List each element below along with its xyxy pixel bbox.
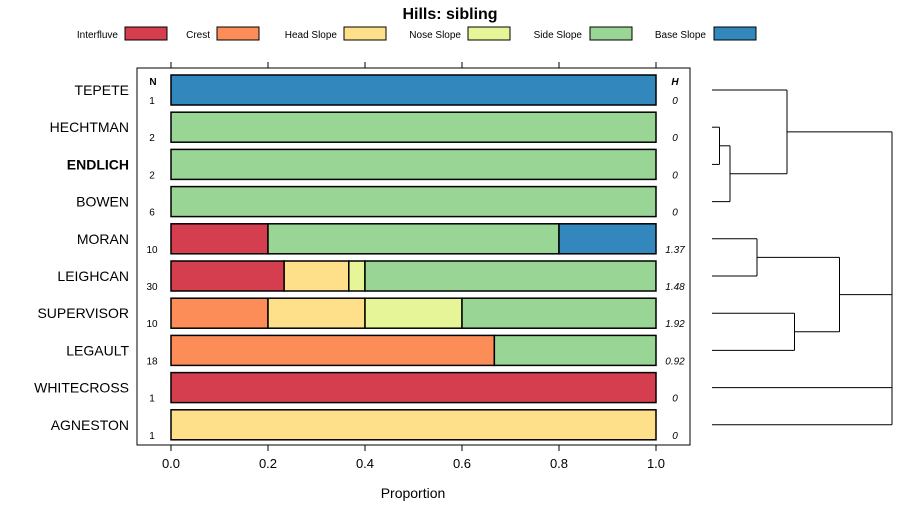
bar-moran-base-slope bbox=[558, 223, 657, 255]
bar-leighcan-head-slope bbox=[283, 260, 350, 292]
x-tick-label: 0.4 bbox=[356, 456, 374, 471]
row-labels: TEPETE HECHTMAN ENDLICH BOWEN MORAN LEIGHCAN S… bbox=[34, 82, 129, 433]
bar-agneston-head-slope bbox=[170, 409, 657, 441]
x-tick-label: 0.8 bbox=[550, 456, 568, 471]
legend-swatch-base-slope bbox=[713, 26, 757, 41]
row-label-tepete: TEPETE bbox=[75, 82, 129, 98]
row-label-supervisor: SUPERVISOR bbox=[37, 305, 129, 321]
bar-leighcan-side-slope bbox=[364, 260, 657, 292]
bar-leighcan-nose-slope bbox=[348, 260, 366, 292]
h-values: 0 0 0 0 1.37 1.48 1.92 0.92 0 0 bbox=[665, 96, 685, 442]
row-label-whitecross: WHITECROSS bbox=[34, 380, 129, 396]
n-value-bowen: 6 bbox=[149, 208, 155, 219]
bar-supervisor-nose-slope bbox=[364, 297, 463, 329]
n-value-whitecross: 1 bbox=[149, 394, 155, 405]
h-value-legault: 0.92 bbox=[665, 356, 685, 367]
h-value-leighcan: 1.48 bbox=[665, 282, 685, 293]
n-values: 1 2 2 6 10 30 10 18 1 1 bbox=[146, 96, 158, 442]
bar-legault-side-slope bbox=[493, 334, 657, 367]
x-tick-label: 1.0 bbox=[647, 456, 665, 471]
legend-label-crest: Crest bbox=[186, 30, 210, 41]
row-label-leighcan: LEIGHCAN bbox=[57, 268, 129, 284]
h-value-tepete: 0 bbox=[672, 96, 678, 107]
n-value-legault: 18 bbox=[146, 356, 158, 367]
chart-title: Hills: sibling bbox=[402, 6, 497, 23]
n-value-supervisor: 10 bbox=[146, 319, 158, 330]
h-value-hechtman: 0 bbox=[672, 133, 678, 144]
h-value-endlich: 0 bbox=[672, 170, 678, 181]
bar-bowen-side-slope bbox=[170, 185, 657, 218]
bar-moran-interfluve bbox=[170, 223, 269, 255]
row-label-legault: LEGAULT bbox=[66, 342, 129, 358]
bar-legault-crest bbox=[170, 334, 496, 367]
legend-swatch-nose-slope bbox=[467, 26, 511, 41]
h-value-agneston: 0 bbox=[672, 431, 678, 442]
row-label-endlich: ENDLICH bbox=[67, 156, 129, 172]
legend-label-base-slope: Base Slope bbox=[655, 30, 707, 41]
bar-supervisor-crest bbox=[170, 297, 269, 329]
bar-hechtman-side-slope bbox=[170, 111, 657, 143]
legend-swatch-side-slope bbox=[589, 26, 633, 41]
legend-label-nose-slope: Nose Slope bbox=[409, 30, 461, 41]
bar-leighcan-interfluve bbox=[170, 260, 285, 292]
n-value-hechtman: 2 bbox=[149, 133, 155, 144]
row-label-hechtman: HECHTMAN bbox=[50, 119, 129, 135]
n-value-agneston: 1 bbox=[149, 431, 155, 442]
bar-supervisor-side-slope bbox=[461, 297, 657, 329]
bars bbox=[170, 74, 657, 441]
row-label-bowen: BOWEN bbox=[76, 194, 129, 210]
bar-tepete-base-slope bbox=[170, 74, 657, 106]
h-value-whitecross: 0 bbox=[672, 394, 678, 405]
h-value-supervisor: 1.92 bbox=[665, 319, 685, 330]
n-value-leighcan: 30 bbox=[146, 282, 158, 293]
x-tick-label: 0.6 bbox=[453, 456, 471, 471]
h-value-moran: 1.37 bbox=[665, 245, 685, 256]
dendrogram bbox=[712, 89, 893, 426]
legend-swatch-interfluve bbox=[124, 26, 168, 41]
h-value-bowen: 0 bbox=[672, 208, 678, 219]
h-column-header: H bbox=[671, 77, 679, 88]
row-label-moran: MORAN bbox=[77, 231, 129, 247]
legend-swatch-crest bbox=[216, 26, 260, 41]
legend-label-head-slope: Head Slope bbox=[285, 30, 338, 41]
x-tick-label: 0.2 bbox=[259, 456, 277, 471]
n-value-tepete: 1 bbox=[149, 96, 155, 107]
legend-label-side-slope: Side Slope bbox=[534, 30, 583, 41]
bar-endlich-side-slope bbox=[170, 148, 657, 181]
legend: Interfluve Crest Head Slope Nose Slope Side … bbox=[77, 26, 757, 41]
x-axis-title: Proportion bbox=[381, 485, 446, 501]
legend-swatch-head-slope bbox=[343, 26, 387, 41]
bar-moran-side-slope bbox=[267, 223, 560, 255]
bar-whitecross-interfluve bbox=[170, 371, 657, 404]
legend-label-interfluve: Interfluve bbox=[77, 30, 119, 41]
x-tick-label: 0.0 bbox=[162, 456, 180, 471]
row-label-agneston: AGNESTON bbox=[51, 417, 129, 433]
x-axis: 0.0 0.2 0.4 0.6 0.8 1.0 bbox=[162, 62, 665, 471]
n-value-endlich: 2 bbox=[149, 170, 155, 181]
n-value-moran: 10 bbox=[146, 245, 158, 256]
bar-supervisor-head-slope bbox=[267, 297, 366, 329]
n-column-header: N bbox=[149, 77, 156, 88]
plot-frame bbox=[136, 67, 691, 446]
